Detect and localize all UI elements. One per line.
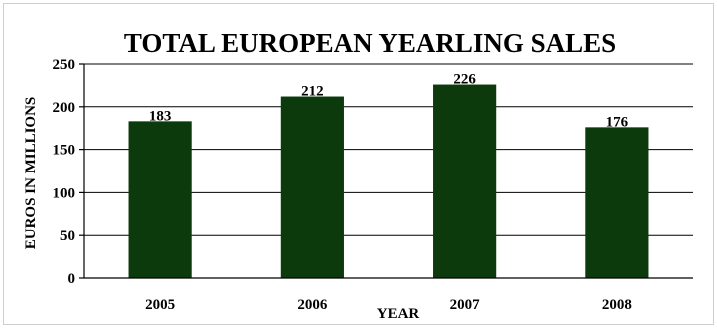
data-label-2006: 212 bbox=[301, 84, 324, 100]
chart-frame bbox=[3, 3, 714, 325]
y-axis-title: EUROS IN MILLIONS bbox=[23, 97, 39, 250]
x-tick-label-2008: 2008 bbox=[602, 297, 632, 313]
bars bbox=[128, 84, 649, 279]
bar-2008 bbox=[585, 127, 649, 279]
data-label-2008: 176 bbox=[606, 114, 629, 130]
bar-2007 bbox=[433, 84, 497, 278]
y-tick-label-100: 100 bbox=[53, 185, 76, 201]
y-tick-label-250: 250 bbox=[53, 57, 76, 73]
data-label-2005: 183 bbox=[149, 108, 172, 124]
y-tick-label-0: 0 bbox=[68, 271, 76, 287]
y-tick-label-200: 200 bbox=[53, 100, 76, 116]
bar-2005 bbox=[128, 121, 192, 279]
labels: 0 50 100 150 200 250 183 2005 212 2006 226 2007 176 2… bbox=[53, 57, 632, 313]
chart-title: TOTAL EUROPEAN YEARLING SALES bbox=[124, 28, 616, 58]
x-tick-label-2006: 2006 bbox=[297, 297, 328, 313]
bar-2006 bbox=[280, 96, 344, 278]
x-tick-label-2005: 2005 bbox=[145, 297, 175, 313]
y-tick-label-150: 150 bbox=[53, 143, 76, 159]
data-label-2007: 226 bbox=[453, 72, 476, 88]
axes bbox=[79, 63, 693, 279]
x-tick-label-2007: 2007 bbox=[450, 297, 481, 313]
x-axis-title: YEAR bbox=[377, 306, 420, 322]
y-tick-label-50: 50 bbox=[60, 228, 75, 244]
